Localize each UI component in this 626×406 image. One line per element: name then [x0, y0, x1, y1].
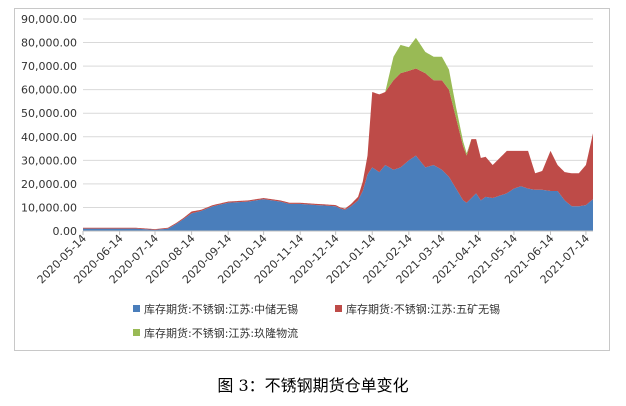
legend-label: 库存期货:不锈钢:江苏:玖隆物流 — [144, 326, 298, 340]
legend-swatch — [133, 305, 140, 312]
y-tick-label: 40,000.00 — [21, 131, 77, 144]
legend: 库存期货:不锈钢:江苏:中储无锡 库存期货:不锈钢:江苏:五矿无锡库存期货:不锈钢… — [133, 302, 500, 340]
axes: 0.00 10,000.00 20,000.00 30,000.00 40,000.00… — [21, 13, 593, 286]
legend-label: 库存期货:不锈钢:江苏:五矿无锡 — [346, 302, 500, 316]
gridlines — [83, 18, 593, 208]
legend-swatch — [133, 329, 140, 336]
y-tick-label: 70,000.00 — [21, 60, 77, 73]
legend-label: 库存期货:不锈钢:江苏:中储无锡 — [144, 302, 298, 316]
series-area-2 — [83, 68, 593, 230]
y-tick-label: 60,000.00 — [21, 84, 77, 97]
figure-caption: 图 3：不锈钢期货仓单变化 — [217, 376, 409, 395]
series-area-1 — [83, 155, 593, 231]
y-tick-label: 80,000.00 — [21, 37, 77, 50]
y-tick-label: 50,000.00 — [21, 107, 77, 120]
legend-swatch — [335, 305, 342, 312]
y-tick-label: 20,000.00 — [21, 178, 77, 191]
chart-frame: 0.00 10,000.00 20,000.00 30,000.00 40,000.00… — [14, 8, 610, 351]
y-tick-label: 30,000.00 — [21, 154, 77, 167]
stacked-areas — [83, 37, 593, 231]
y-tick-label: 0.00 — [53, 225, 78, 238]
chart-svg: 0.00 10,000.00 20,000.00 30,000.00 40,000.00… — [21, 13, 593, 340]
y-tick-label: 10,000.00 — [21, 201, 77, 214]
y-tick-label: 90,000.00 — [21, 13, 77, 26]
